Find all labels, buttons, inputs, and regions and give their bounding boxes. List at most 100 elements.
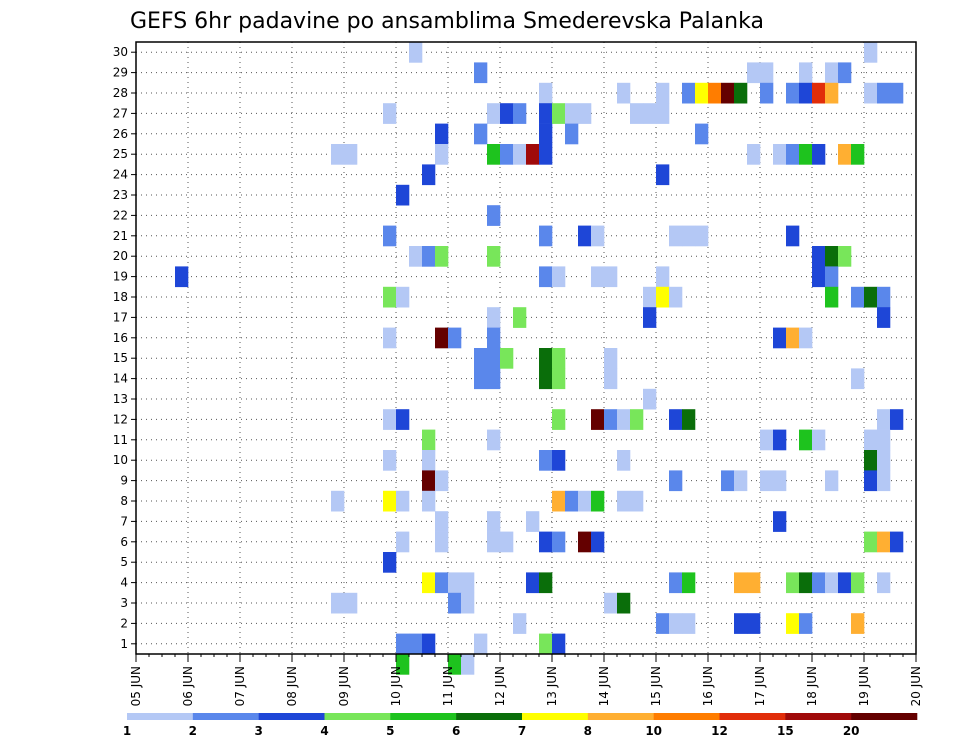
precipitation-cell [799, 62, 813, 84]
legend-swatch [522, 713, 589, 720]
y-tick-label: 2 [120, 616, 128, 630]
precipitation-cell [383, 450, 397, 471]
precipitation-cell [409, 42, 423, 63]
precipitation-cell [708, 82, 722, 104]
precipitation-cell [669, 613, 683, 634]
y-tick-label: 6 [120, 535, 128, 549]
precipitation-cell [500, 531, 514, 553]
precipitation-cell [773, 470, 787, 492]
precipitation-cell [565, 103, 579, 124]
y-tick-label: 11 [113, 433, 128, 447]
precipitation-cell [539, 450, 553, 471]
y-tick-label: 25 [113, 147, 128, 161]
precipitation-cell [812, 429, 826, 451]
precipitation-cell [539, 123, 553, 145]
precipitation-cell [552, 531, 566, 553]
precipitation-cell [435, 144, 449, 165]
y-tick-label: 1 [120, 637, 128, 651]
precipitation-cell [617, 490, 631, 512]
precipitation-cell [877, 429, 891, 451]
legend-swatch [785, 713, 852, 720]
precipitation-cell [890, 531, 904, 553]
legend-label: 7 [518, 724, 526, 738]
precipitation-cell [552, 490, 566, 512]
precipitation-cell [747, 144, 761, 165]
precipitation-cell [864, 82, 878, 104]
precipitation-cell [409, 246, 423, 267]
precipitation-cell [422, 572, 436, 594]
precipitation-cell [513, 144, 527, 165]
precipitation-cell [487, 368, 501, 390]
precipitation-cell [812, 82, 826, 104]
precipitation-cell [526, 572, 540, 594]
precipitation-cell [578, 225, 592, 247]
precipitation-cell [786, 144, 800, 165]
legend-swatch [653, 713, 720, 720]
precipitation-cell [825, 470, 839, 492]
precipitation-cell [474, 633, 488, 655]
precipitation-cell [747, 572, 761, 594]
precipitation-cell [877, 82, 891, 104]
precipitation-cell [786, 572, 800, 594]
precipitation-cell [786, 82, 800, 104]
legend-swatch [324, 713, 391, 720]
precipitation-cell [539, 266, 553, 288]
precipitation-cell [851, 368, 865, 390]
precipitation-cell [825, 266, 839, 288]
precipitation-cell [864, 42, 878, 63]
x-tick-label: 20 JUN [909, 666, 923, 706]
x-tick-label: 13 JUN [545, 666, 559, 706]
precipitation-cell [487, 103, 501, 124]
legend-label: 6 [452, 724, 460, 738]
precipitation-cell [435, 327, 449, 349]
legend-label: 1 [123, 724, 131, 738]
precipitation-cell [396, 490, 410, 512]
precipitation-cell [383, 286, 397, 308]
precipitation-cell [851, 144, 865, 165]
precipitation-cell [448, 327, 462, 349]
precipitation-cell [799, 572, 813, 594]
legend-swatch [587, 713, 654, 720]
precipitation-cell [825, 82, 839, 104]
precipitation-cell [604, 368, 618, 390]
precipitation-cell [734, 613, 748, 634]
precipitation-cell [669, 409, 683, 430]
y-tick-label: 23 [113, 188, 128, 202]
x-tick-label: 16 JUN [701, 666, 715, 706]
precipitation-cell [539, 103, 553, 124]
precipitation-cell [409, 633, 423, 655]
precipitation-cell [344, 592, 358, 614]
precipitation-cell [812, 144, 826, 165]
precipitation-cell [474, 62, 488, 84]
precipitation-cell [877, 470, 891, 492]
precipitation-cell [487, 246, 501, 267]
precipitation-cell [383, 490, 397, 512]
precipitation-cell [396, 184, 410, 206]
precipitation-cell [838, 246, 852, 267]
y-tick-label: 16 [113, 331, 128, 345]
precipitation-cell [435, 246, 449, 267]
x-tick-label: 08 JUN [285, 666, 299, 706]
precipitation-cell [682, 613, 696, 634]
precipitation-cell [448, 572, 462, 594]
precipitation-cell [643, 103, 657, 124]
precipitation-cell [721, 470, 735, 492]
x-tick-label: 19 JUN [857, 666, 871, 706]
x-tick-label: 18 JUN [805, 666, 819, 706]
precipitation-cell [435, 123, 449, 145]
precipitation-cell [786, 225, 800, 247]
precipitation-cell [422, 429, 436, 451]
y-tick-label: 8 [120, 494, 128, 508]
x-tick-label: 05 JUN [129, 666, 143, 706]
x-tick-label: 06 JUN [181, 666, 195, 706]
precipitation-cell [630, 490, 644, 512]
precipitation-cell [760, 470, 774, 492]
precipitation-cell [773, 144, 787, 165]
precipitation-cell [799, 429, 813, 451]
precipitation-cell [487, 327, 501, 349]
precipitation-cell [617, 409, 631, 430]
y-tick-label: 27 [113, 106, 128, 120]
legend-swatch [258, 713, 325, 720]
precipitation-cell [383, 552, 397, 573]
precipitation-cell [682, 409, 696, 430]
